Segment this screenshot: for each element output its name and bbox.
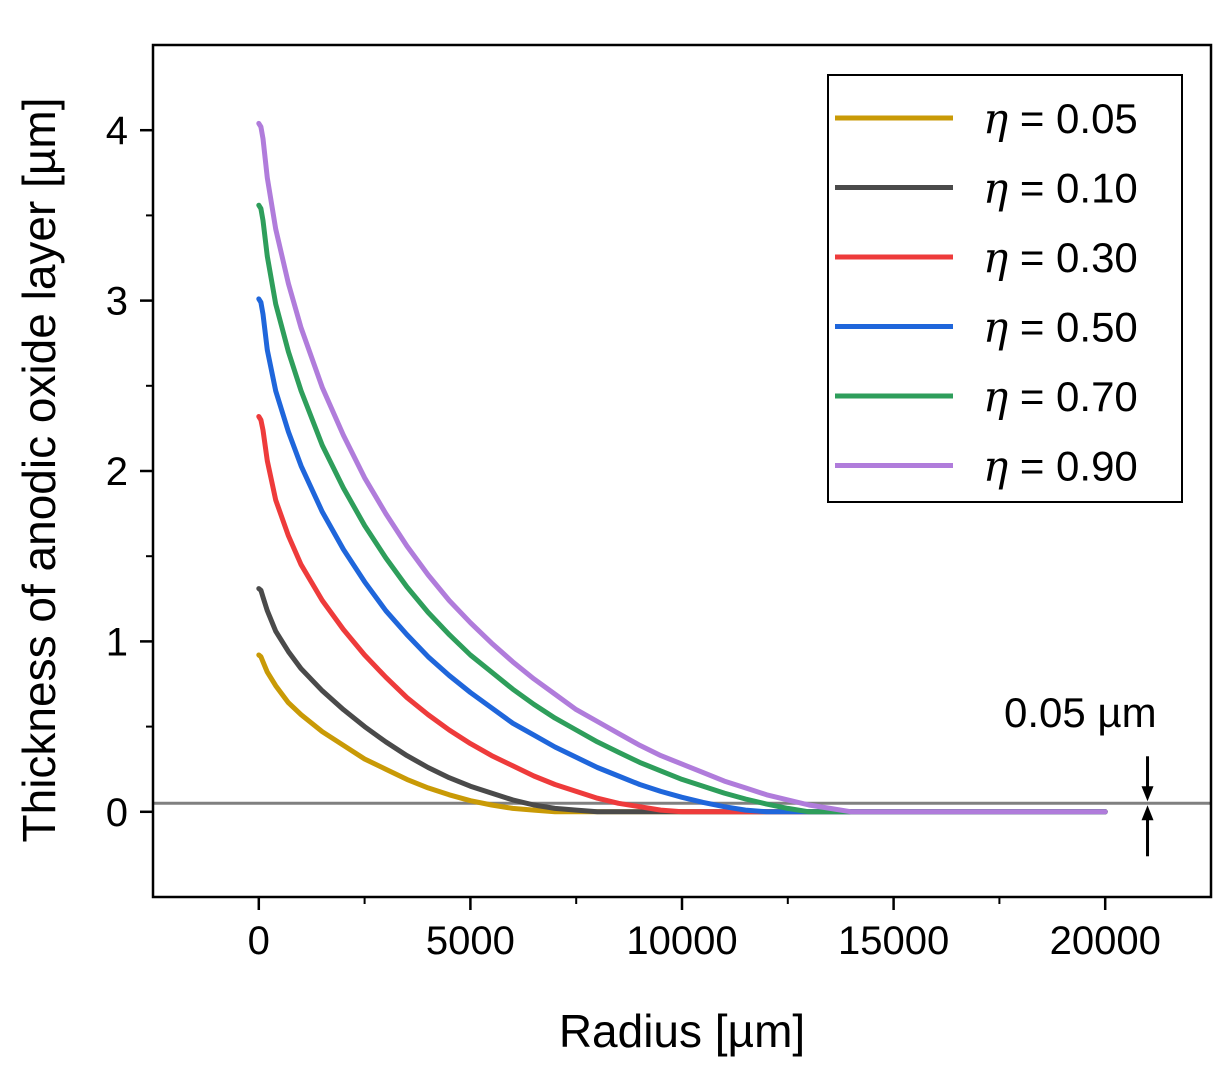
series-line-4 — [256, 202, 1108, 815]
x-axis-title: Radius [µm] — [559, 1005, 805, 1057]
y-tick-label: 0 — [106, 791, 128, 835]
legend-label-1: η = 0.10 — [983, 164, 1138, 213]
legend-box — [827, 74, 1183, 503]
x-tick-label: 5000 — [426, 919, 515, 963]
y-axis-title: Thickness of anodic oxide layer [µm] — [13, 98, 65, 843]
x-tick-label: 20000 — [1050, 919, 1161, 963]
plot-area — [153, 120, 1211, 815]
legend-label-5: η = 0.90 — [983, 442, 1138, 491]
x-tick-label: 0 — [248, 919, 270, 963]
series-line-2 — [256, 414, 1108, 815]
legend-label-4: η = 0.70 — [983, 372, 1138, 421]
arrow-up-head — [1141, 805, 1154, 821]
x-tick-label: 10000 — [626, 919, 737, 963]
legend-label-2: η = 0.30 — [983, 233, 1138, 282]
legend-label-0: η = 0.05 — [983, 94, 1138, 143]
y-tick-label: 2 — [106, 450, 128, 494]
y-tick-label: 4 — [106, 109, 128, 153]
y-tick-label: 1 — [106, 620, 128, 664]
reference-line-label: 0.05 µm — [1004, 689, 1157, 736]
reference-annotation: 0.05 µm — [1004, 689, 1157, 857]
series-line-1 — [256, 586, 1108, 815]
series-line-3 — [256, 296, 1108, 815]
x-tick-label: 15000 — [838, 919, 949, 963]
legend-label-3: η = 0.50 — [983, 303, 1138, 352]
arrow-down-head — [1141, 786, 1154, 802]
series-line-5 — [256, 120, 1108, 815]
y-tick-label: 3 — [106, 280, 128, 324]
legend: η = 0.05 η = 0.10 η = 0.30 η = 0.50 η = 0.70… — [827, 74, 1183, 503]
axis-ticks: 0 5000 10000 15000 20000 0 1 2 3 4 — [106, 109, 1161, 963]
